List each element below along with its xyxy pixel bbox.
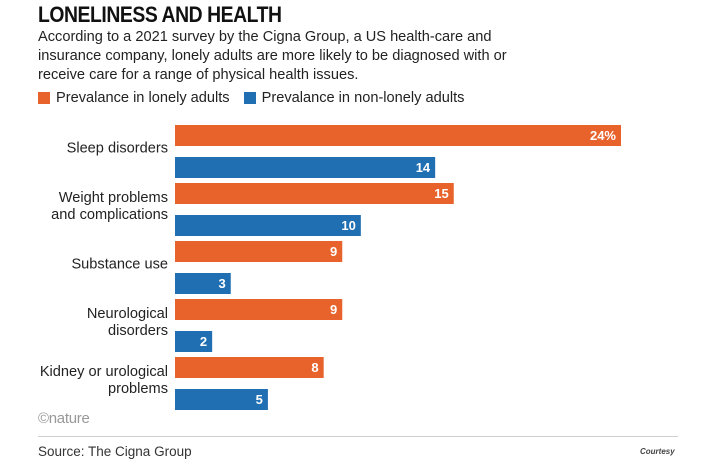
chart-title: LONELINESS AND HEALTH bbox=[38, 2, 282, 27]
data-label: 8 bbox=[311, 360, 318, 375]
category-label: Weight problems bbox=[59, 190, 168, 206]
category-label: Substance use bbox=[71, 257, 168, 273]
data-label: 24% bbox=[590, 128, 616, 143]
bar-lonely bbox=[175, 183, 454, 204]
footer-divider bbox=[38, 436, 678, 437]
chart-subtitle: According to a 2021 survey by the Cigna … bbox=[38, 29, 507, 83]
bar-non-lonely bbox=[175, 215, 361, 236]
data-label: 15 bbox=[434, 186, 448, 201]
bar-lonely bbox=[175, 299, 343, 320]
category-label: Kidney or urological bbox=[40, 364, 168, 380]
bar-lonely bbox=[175, 241, 343, 262]
legend-swatch-lonely bbox=[38, 92, 50, 104]
data-label: 3 bbox=[219, 276, 226, 291]
data-label: 2 bbox=[200, 334, 207, 349]
credit-text: Courtesy bbox=[640, 447, 675, 456]
category-label: Sleep disorders bbox=[67, 141, 168, 157]
legend-label-non-lonely: Prevalance in non-lonely adults bbox=[261, 90, 465, 106]
data-label: 9 bbox=[330, 244, 337, 259]
category-label: and complications bbox=[51, 207, 168, 223]
bar-non-lonely bbox=[175, 157, 436, 178]
bar-non-lonely bbox=[175, 389, 268, 410]
bar-lonely bbox=[175, 357, 324, 378]
legend-swatch-non-lonely bbox=[243, 92, 256, 104]
data-label: 14 bbox=[416, 160, 431, 175]
legend-item-non-lonely: Prevalance in non-lonely adults bbox=[243, 90, 465, 106]
source-note: Source: The Cigna Group bbox=[38, 444, 192, 459]
category-label: problems bbox=[108, 381, 168, 397]
category-label: Neurological bbox=[87, 306, 168, 322]
data-label: 9 bbox=[330, 302, 337, 317]
legend: Prevalance in lonely adults Prevalance i… bbox=[38, 90, 464, 106]
bar-non-lonely bbox=[175, 273, 231, 294]
category-label: disorders bbox=[108, 323, 168, 339]
bar-non-lonely bbox=[175, 331, 213, 352]
nature-logo: ©nature bbox=[38, 410, 90, 427]
legend-item-lonely: Prevalance in lonely adults bbox=[38, 90, 230, 106]
data-label: 10 bbox=[341, 218, 355, 233]
bar-lonely bbox=[175, 125, 621, 146]
data-label: 5 bbox=[256, 392, 263, 407]
legend-label-lonely: Prevalance in lonely adults bbox=[56, 90, 230, 106]
